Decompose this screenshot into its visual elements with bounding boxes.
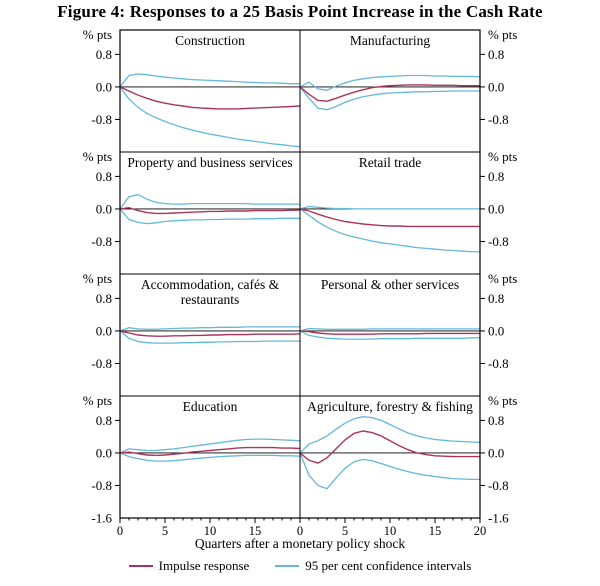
impulse-line: [119, 206, 300, 215]
y-tick-label-left: 0.0: [96, 323, 112, 338]
y-axis-unit-left: % pts: [83, 393, 112, 408]
panel-title-agriculture-forestry-fishing: Agriculture, forestry & fishing: [307, 399, 473, 414]
y-tick-label-right: -0.8: [488, 234, 509, 249]
x-tick-label: 20: [474, 524, 487, 538]
ci-upper-line: [119, 326, 300, 332]
x-tick-label: 5: [162, 524, 168, 538]
impulse-line: [299, 84, 480, 102]
y-tick-label-right: 0.8: [488, 291, 504, 306]
y-axis-unit-right: % pts: [488, 393, 517, 408]
panel-title-education: Education: [182, 399, 238, 414]
ci-upper-line: [119, 438, 301, 454]
ci-upper-line: [299, 74, 481, 91]
impulse-line: [119, 446, 301, 457]
panel-title-property-business-services: Property and business services: [127, 155, 293, 170]
ci-upper-line: [119, 73, 300, 88]
y-tick-label-right: -0.8: [488, 478, 509, 493]
ci-upper-line: [299, 416, 481, 454]
ci-lower-line: [299, 208, 481, 253]
x-tick-label: 0: [117, 524, 123, 538]
y-tick-label-left: 0.8: [96, 169, 112, 184]
y-axis-unit-left: % pts: [83, 149, 112, 164]
y-axis-unit-right: % pts: [488, 271, 517, 286]
impulse-line: [299, 330, 480, 335]
y-bottom-label-left: -1.6: [91, 511, 112, 526]
ci-lower-line: [299, 452, 480, 490]
y-tick-label-left: 0.8: [96, 47, 112, 62]
ci-lower-line: [299, 330, 480, 340]
legend-item-impulse-response: Impulse response: [128, 558, 250, 574]
figure-title: Figure 4: Responses to a 25 Basis Point …: [57, 2, 543, 21]
y-tick-label-left: 0.8: [96, 291, 112, 306]
y-axis-unit-right: % pts: [488, 149, 517, 164]
y-tick-label-right: 0.0: [488, 79, 504, 94]
y-tick-label-left: 0.8: [96, 413, 112, 428]
panel-title-retail-trade: Retail trade: [358, 155, 422, 170]
ci-lower-line: [119, 330, 300, 344]
impulse-line: [299, 430, 480, 464]
y-tick-label-right: 0.0: [488, 323, 504, 338]
panel-title-personal-other-services: Personal & other services: [320, 277, 460, 292]
legend: Impulse response 95 per cent confidence …: [0, 558, 600, 574]
panel-title-accommodation-cafes-restaurants: Accommodation, cafés & restaurants: [140, 277, 280, 308]
y-tick-label-left: 0.0: [96, 79, 112, 94]
y-tick-label-left: -0.8: [91, 234, 112, 249]
y-tick-label-right: 0.8: [488, 169, 504, 184]
y-tick-label-right: 0.8: [488, 413, 504, 428]
y-tick-label-left: 0.0: [96, 445, 112, 460]
impulse-line-swatch: [128, 565, 153, 567]
y-tick-label-left: -0.8: [91, 478, 112, 493]
ci-lower-line: [299, 86, 480, 111]
y-bottom-label-right: -1.6: [488, 511, 509, 526]
confidence-interval-line-swatch: [275, 565, 300, 567]
panel-title-manufacturing: Manufacturing: [349, 33, 431, 48]
y-tick-label-left: -0.8: [91, 356, 112, 371]
y-tick-label-left: -0.8: [91, 112, 112, 127]
ci-upper-line: [299, 327, 480, 332]
y-axis-unit-right: % pts: [488, 27, 517, 42]
y-tick-label-left: 0.0: [96, 201, 112, 216]
x-tick-label: 5: [342, 524, 348, 538]
y-tick-label-right: -0.8: [488, 112, 509, 127]
legend-item-confidence-intervals: 95 per cent confidence intervals: [275, 558, 471, 574]
x-tick-label: 10: [384, 524, 397, 538]
x-axis-label: Quarters after a monetary policy shock: [194, 536, 406, 551]
legend-label-confidence-intervals: 95 per cent confidence intervals: [305, 558, 472, 573]
panel-title-construction: Construction: [175, 33, 245, 48]
y-axis-unit-left: % pts: [83, 27, 112, 42]
impulse-line: [299, 208, 480, 228]
ci-lower-line: [119, 86, 301, 148]
x-tick-label: 15: [429, 524, 442, 538]
y-tick-label-right: 0.8: [488, 47, 504, 62]
y-tick-label-right: -0.8: [488, 356, 509, 371]
x-tick-label: 10: [204, 524, 217, 538]
y-axis-unit-left: % pts: [83, 271, 112, 286]
ci-lower-line: [119, 208, 300, 225]
ci-upper-line: [119, 194, 300, 210]
x-tick-label: 0: [297, 524, 303, 538]
legend-label-impulse-response: Impulse response: [158, 558, 250, 573]
ci-upper-line: [299, 205, 480, 210]
impulse-line: [119, 86, 301, 110]
y-tick-label-right: 0.0: [488, 201, 504, 216]
impulse-line: [119, 330, 301, 337]
x-tick-label: 15: [249, 524, 262, 538]
ci-lower-line: [119, 452, 301, 462]
y-tick-label-right: 0.0: [488, 445, 504, 460]
